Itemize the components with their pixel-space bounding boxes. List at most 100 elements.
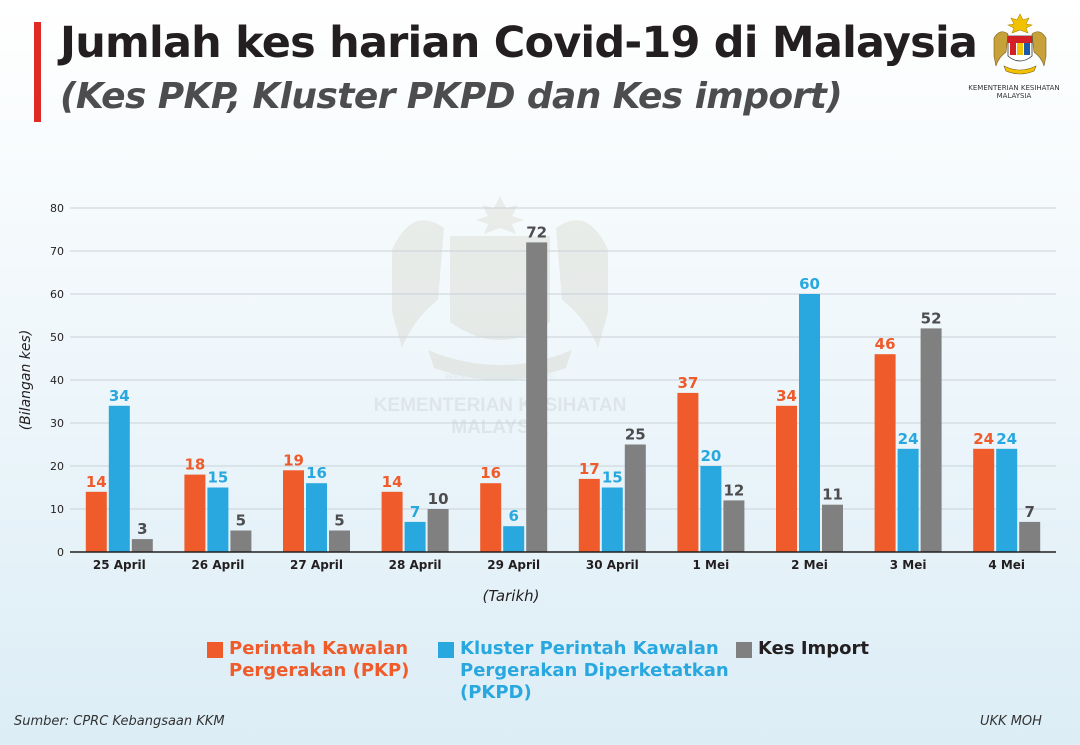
watermark-motto: BERSEKUTU BERTAMBAH MUTU	[445, 374, 555, 381]
malaysia-coat-of-arms-icon	[993, 13, 1047, 75]
y-tick-label: 10	[50, 503, 64, 516]
bar	[601, 487, 623, 552]
x-tick-label: 3 Mei	[890, 558, 927, 572]
bar-value-label: 46	[875, 335, 896, 353]
bar	[329, 530, 350, 552]
bar-value-label: 24	[898, 430, 919, 448]
bar-value-label: 24	[973, 430, 994, 448]
legend-label-pkp-line2: Pergerakan (PKP)	[229, 660, 410, 681]
ministry-name-line2: MALAYSIA	[996, 92, 1032, 100]
bar-value-label: 7	[1024, 503, 1034, 521]
bar	[723, 500, 745, 552]
x-tick-label: 1 Mei	[693, 558, 730, 572]
bar-value-label: 52	[921, 309, 942, 327]
bar-value-label: 60	[799, 275, 820, 293]
bar	[503, 526, 525, 552]
bar-value-label: 37	[677, 374, 698, 392]
legend-item-import: Kes Import	[736, 638, 869, 660]
legend-item-pkpd: Kluster Perintah Kawalan Pergerakan Dipe…	[438, 638, 729, 704]
bar-value-label: 14	[86, 473, 107, 491]
bar-value-label: 10	[428, 490, 449, 508]
y-axis-ticks: 0 10 20 30 40 50 60 70 80	[50, 202, 64, 559]
y-axis-label: (Bilangan kes)	[18, 330, 34, 431]
watermark-line2: MALAYSIA	[451, 417, 549, 438]
y-tick-label: 80	[50, 202, 64, 215]
source-note: Sumber: CPRC Kebangsaan KKM	[14, 714, 225, 729]
chart-title: Jumlah kes harian Covid-19 di Malaysia	[60, 18, 978, 68]
y-tick-label: 70	[50, 245, 64, 258]
bar-value-label: 19	[283, 451, 304, 469]
ministry-name-line1: KEMENTERIAN KESIHATAN	[968, 84, 1060, 92]
watermark-line1: KEMENTERIAN KESIHATAN	[374, 395, 627, 416]
y-tick-label: 20	[50, 460, 64, 473]
x-tick-label: 25 April	[93, 558, 146, 572]
bar-value-label: 18	[184, 456, 205, 474]
legend-swatch-pkp	[207, 642, 223, 658]
bar	[207, 487, 229, 552]
legend-swatch-import	[736, 642, 752, 658]
bar	[776, 405, 797, 552]
bar	[480, 483, 502, 552]
bar	[230, 530, 252, 552]
y-tick-label: 60	[50, 288, 64, 301]
x-axis-ticks: 25 April 26 April 27 April 28 April 29 April…	[93, 558, 1025, 572]
bar	[381, 491, 403, 552]
bar-value-label: 11	[822, 486, 843, 504]
bar-value-label: 34	[109, 387, 130, 405]
bar-value-label: 3	[137, 520, 147, 538]
title-accent-bar	[34, 22, 41, 122]
bar	[897, 448, 919, 552]
bar	[973, 448, 995, 552]
watermark: KEMENTERIAN KESIHATAN MALAYSIA BERSEKUTU…	[374, 196, 627, 438]
bar-value-label: 34	[776, 387, 797, 405]
bar-value-label: 17	[579, 460, 600, 478]
legend-label-pkpd: Kluster Perintah Kawalan Pergerakan Dipe…	[460, 638, 729, 704]
bar	[184, 474, 206, 552]
bar	[283, 470, 304, 552]
x-tick-label: 28 April	[389, 558, 442, 572]
y-tick-label: 30	[50, 417, 64, 430]
bar	[404, 521, 426, 552]
y-tick-label: 0	[57, 546, 64, 559]
bar	[526, 242, 548, 552]
legend-item-pkp: Perintah Kawalan Pergerakan (PKP)	[207, 638, 409, 682]
watermark-crest	[392, 196, 608, 380]
x-tick-label: 29 April	[487, 558, 540, 572]
credit-note: UKK MOH	[980, 714, 1042, 729]
bars	[85, 242, 1041, 552]
x-tick-label: 30 April	[586, 558, 639, 572]
ministry-name: KEMENTERIAN KESIHATAN MALAYSIA	[955, 84, 1073, 100]
bar-value-label: 7	[410, 503, 420, 521]
chart-subtitle: (Kes PKP, Kluster PKPD dan Kes import)	[60, 76, 843, 117]
bar	[700, 466, 722, 552]
x-tick-label: 27 April	[290, 558, 343, 572]
bar-value-label: 12	[723, 481, 744, 499]
bar-value-label: 16	[480, 464, 501, 482]
bar	[996, 448, 1018, 552]
legend-label-pkpd-line2: Pergerakan Diperketatkan	[460, 660, 729, 681]
bar-value-label: 25	[625, 426, 646, 444]
bar	[677, 392, 699, 552]
bar	[578, 478, 600, 552]
y-tick-label: 40	[50, 374, 64, 387]
bar-value-label: 24	[996, 430, 1017, 448]
bar	[306, 483, 327, 552]
bar-value-label: 15	[207, 469, 228, 487]
bar	[108, 405, 130, 552]
legend-label-pkp: Perintah Kawalan Pergerakan (PKP)	[229, 638, 409, 682]
bar-value-label: 72	[526, 223, 547, 241]
y-tick-label: 50	[50, 331, 64, 344]
x-tick-label: 26 April	[191, 558, 244, 572]
bar	[624, 444, 646, 552]
legend-label-pkp-line1: Perintah Kawalan	[229, 638, 409, 659]
bar	[799, 294, 820, 552]
x-tick-label: 4 Mei	[988, 558, 1025, 572]
legend-label-import: Kes Import	[758, 638, 869, 660]
x-tick-label: 2 Mei	[791, 558, 828, 572]
bar	[920, 328, 942, 552]
bar	[427, 509, 449, 552]
bar-value-label: 14	[382, 473, 403, 491]
legend-label-pkpd-line1: Kluster Perintah Kawalan	[460, 638, 719, 659]
bar	[85, 491, 107, 552]
bar	[874, 354, 896, 552]
